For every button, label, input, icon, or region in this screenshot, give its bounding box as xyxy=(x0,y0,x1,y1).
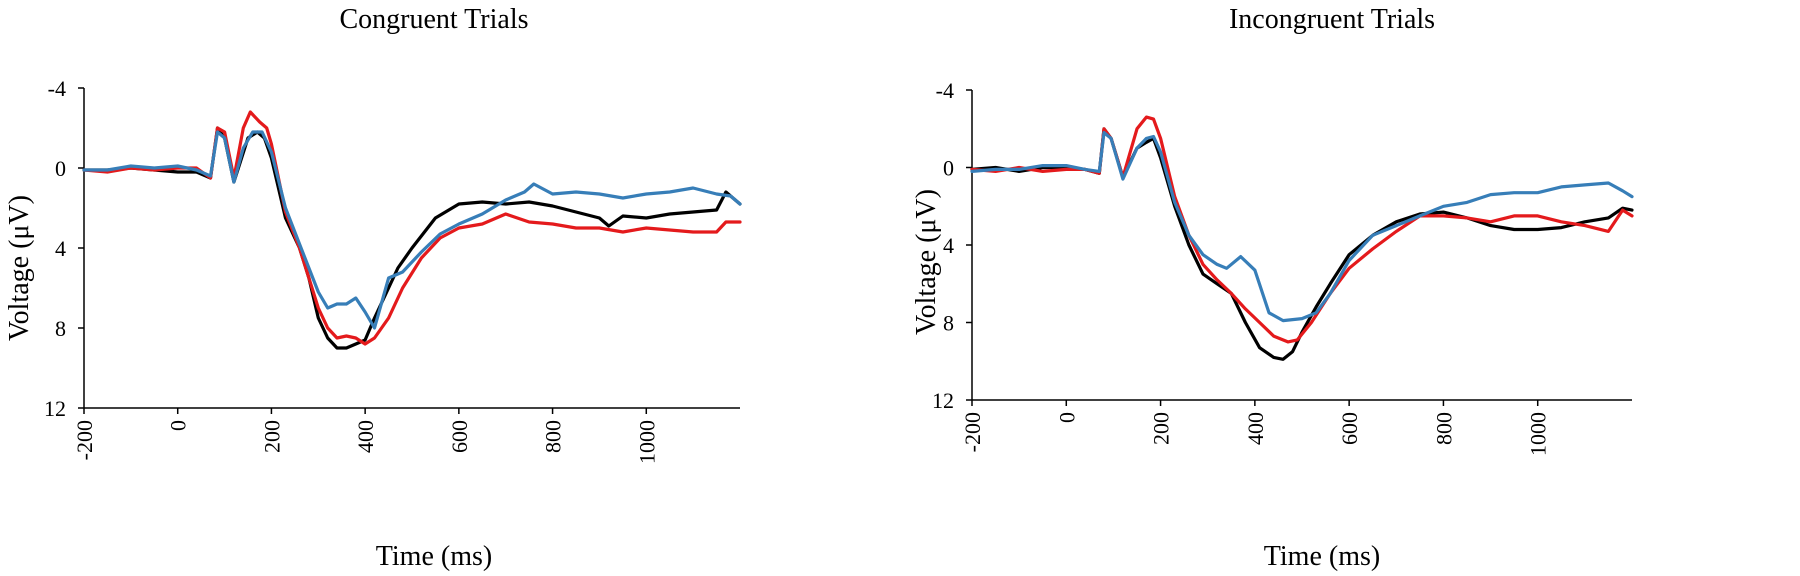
x-tick-label: 200 xyxy=(1149,412,1174,445)
y-tick-label: 0 xyxy=(943,156,954,181)
x-tick-label: 1000 xyxy=(1526,412,1551,456)
y-axis-label: Voltage (μV) xyxy=(4,195,35,341)
x-tick-label: 0 xyxy=(1054,412,1079,423)
axes xyxy=(971,90,1632,401)
congruent-chart: Congruent Trials Time (ms) Voltage (μV) … xyxy=(4,4,742,572)
y-tick-label: 0 xyxy=(55,156,66,181)
y-tick-label: -4 xyxy=(936,78,954,103)
series-line-0 xyxy=(82,126,742,350)
chart-title: Incongruent Trials xyxy=(1229,4,1435,35)
x-tick-label: 0 xyxy=(166,420,191,431)
x-tick-label: 800 xyxy=(1431,412,1456,445)
ticks: -4 0 4 8 12-200 0 200 400 600 800 1000 xyxy=(44,76,659,464)
chart-title: Congruent Trials xyxy=(339,4,528,35)
x-tick-label: 400 xyxy=(353,420,378,453)
data-lines xyxy=(970,115,1634,361)
x-tick-label: 200 xyxy=(259,420,284,453)
x-axis-label: Time (ms) xyxy=(1264,541,1380,572)
incongruent-chart: Incongruent Trials Time (ms) Voltage (μV… xyxy=(911,4,1634,572)
y-tick-label: 12 xyxy=(44,396,66,421)
series-line-2 xyxy=(970,131,1634,323)
y-tick-label: -4 xyxy=(48,76,66,101)
y-tick-label: 12 xyxy=(932,388,954,413)
x-tick-label: -200 xyxy=(72,420,97,460)
y-tick-label: 4 xyxy=(943,233,954,258)
series-line-1 xyxy=(82,110,742,346)
ticks: -4 0 4 8 12-200 0 200 400 600 800 1000 xyxy=(932,78,1551,456)
data-lines xyxy=(82,110,742,350)
series-line-2 xyxy=(82,130,742,330)
y-axis-label: Voltage (μV) xyxy=(911,189,942,335)
x-axis-label: Time (ms) xyxy=(376,541,492,572)
y-tick-label: 4 xyxy=(55,236,66,261)
y-tick-label: 8 xyxy=(943,311,954,336)
incongruent-panel: Incongruent Trials Time (ms) Voltage (μV… xyxy=(900,0,1800,576)
x-tick-label: 600 xyxy=(1337,412,1362,445)
x-tick-label: 600 xyxy=(447,420,472,453)
x-tick-label: 1000 xyxy=(634,420,659,464)
x-tick-label: -200 xyxy=(960,412,985,452)
y-tick-label: 8 xyxy=(55,316,66,341)
congruent-panel: Congruent Trials Time (ms) Voltage (μV) … xyxy=(4,4,742,572)
x-tick-label: 400 xyxy=(1243,412,1268,445)
series-line-0 xyxy=(970,127,1634,361)
x-tick-label: 800 xyxy=(541,420,566,453)
